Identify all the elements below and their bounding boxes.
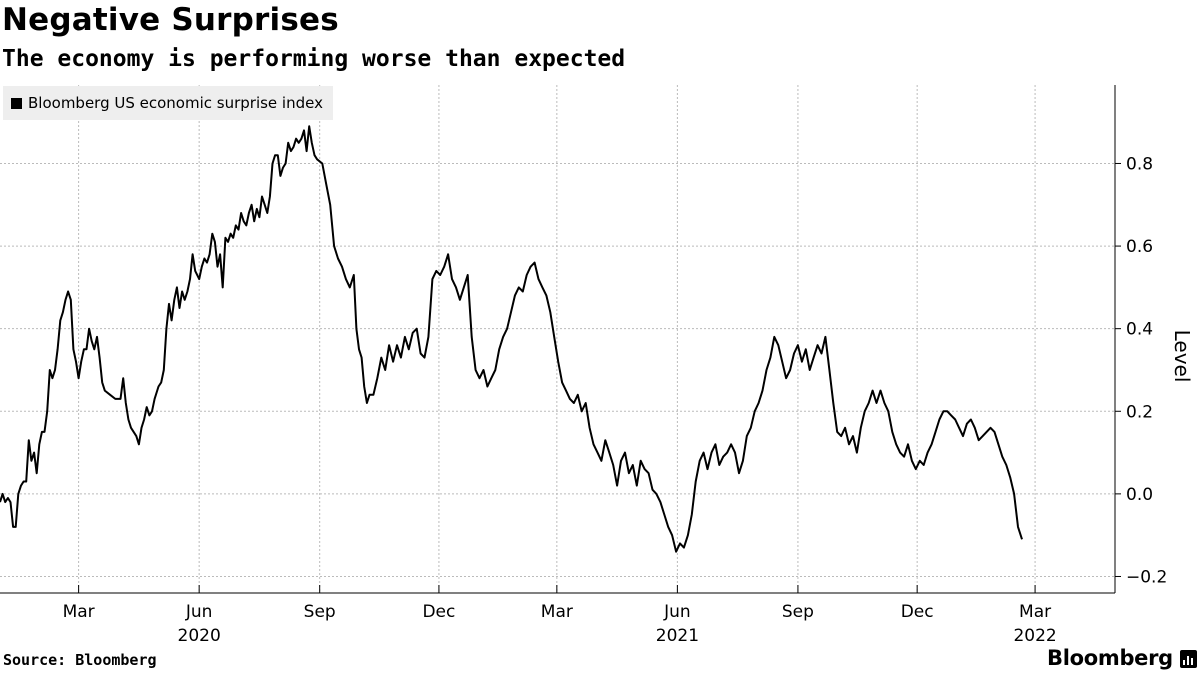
chart-title: Negative Surprises xyxy=(2,2,339,38)
y-tick-label: 0.6 xyxy=(1126,237,1153,257)
brand-logo-text: Bloomberg xyxy=(1047,646,1173,670)
bloomberg-chart-icon xyxy=(1180,650,1197,668)
x-year-label: 2021 xyxy=(656,626,699,646)
y-gridlines xyxy=(0,162,1115,577)
x-tick-labels: Mar Jun 2020 Sep Dec Mar Jun 2021 Sep Dec Mar 2022 xyxy=(63,602,1057,646)
x-tick-label: Mar xyxy=(541,602,573,622)
x-tick-label: Mar xyxy=(1019,602,1051,622)
series-line xyxy=(0,125,1023,553)
legend-swatch xyxy=(11,97,22,109)
y-tick-label: 0.0 xyxy=(1126,485,1153,505)
x-year-label: 2022 xyxy=(1013,626,1056,646)
series-layer xyxy=(0,125,1023,553)
x-year-label: 2020 xyxy=(178,626,221,646)
legend-label: Bloomberg US economic surprise index xyxy=(28,94,323,112)
source-note: Source: Bloomberg xyxy=(3,651,157,669)
chart-subtitle: The economy is performing worse than exp… xyxy=(2,46,626,72)
x-tick-label: Mar xyxy=(63,602,95,622)
x-gridlines xyxy=(78,85,1036,593)
legend: Bloomberg US economic surprise index xyxy=(3,86,333,120)
x-tick-label: Jun xyxy=(185,602,213,622)
x-tick-label: Dec xyxy=(901,602,934,622)
y-axis-label: Level xyxy=(1170,330,1194,383)
x-tick-label: Dec xyxy=(422,602,455,622)
y-tick-label: 0.2 xyxy=(1126,402,1153,422)
axes xyxy=(0,85,1121,594)
y-tick-label: 0.8 xyxy=(1126,154,1153,174)
y-tick-labels: −0.2 0.0 0.2 0.4 0.6 0.8 xyxy=(1126,154,1167,587)
x-tick-label: Sep xyxy=(782,602,814,622)
y-tick-label: −0.2 xyxy=(1126,567,1167,587)
x-tick-label: Jun xyxy=(663,602,691,622)
y-tick-label: 0.4 xyxy=(1126,320,1153,340)
x-tick-label: Sep xyxy=(304,602,336,622)
